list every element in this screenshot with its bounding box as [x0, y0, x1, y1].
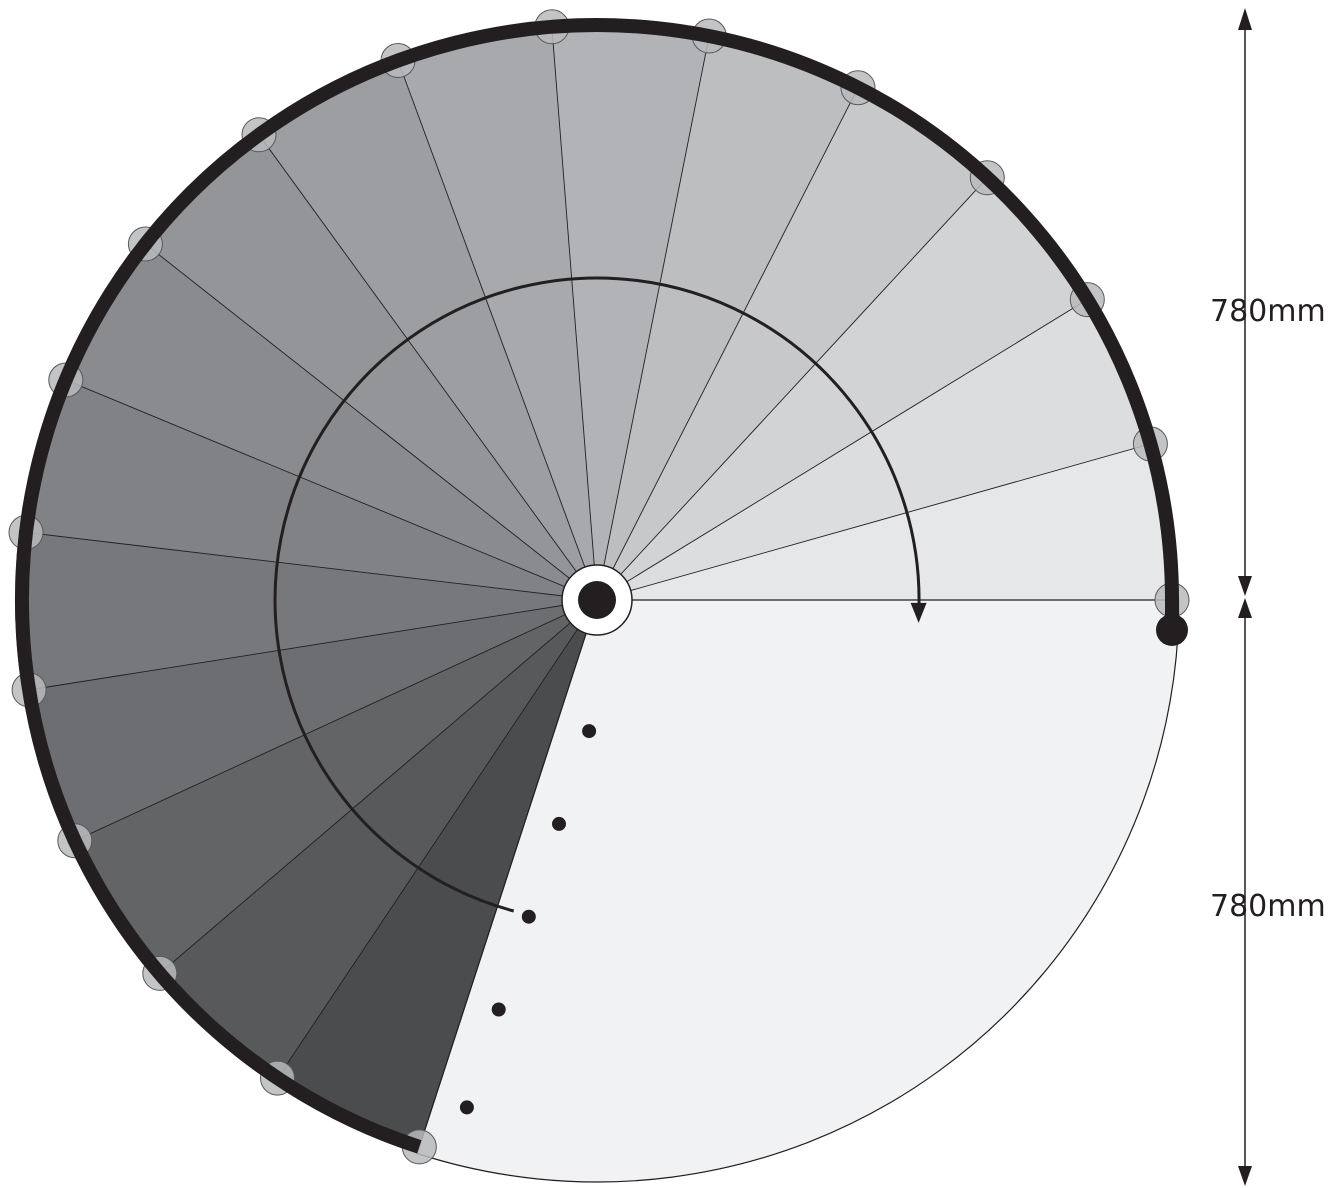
- tread-edge: [596, 172, 993, 601]
- tread: [68, 600, 597, 978]
- tread: [597, 442, 1179, 600]
- landing-post-dot: [552, 816, 566, 831]
- tread-edge: [68, 599, 598, 845]
- tread-edge: [139, 239, 598, 601]
- tread-edges: [18, 19, 1179, 1154]
- landing-platform: [416, 599, 1180, 1183]
- tread-edge: [254, 128, 598, 601]
- arrowhead-up-icon: [1238, 8, 1252, 30]
- tread: [551, 18, 711, 600]
- tread: [19, 377, 597, 600]
- tread: [395, 19, 597, 601]
- tread: [14, 531, 598, 691]
- tread-edge: [395, 53, 598, 601]
- tread-edge: [18, 531, 598, 601]
- landing-post-dot: [582, 724, 597, 739]
- dimension-upper: 780mm: [1210, 8, 1326, 596]
- tread-edge: [416, 599, 598, 1154]
- dimension-label-upper: 780mm: [1210, 294, 1326, 329]
- center-column: [578, 581, 616, 619]
- tread: [154, 600, 597, 1084]
- arrowhead-down-icon: [1238, 576, 1252, 596]
- tread-edge: [550, 19, 598, 601]
- direction-arrowhead: [910, 602, 927, 623]
- baluster-posts: [8, 9, 1190, 1165]
- tread: [597, 172, 1094, 600]
- landing-rail-posts: [459, 724, 597, 1115]
- tread: [59, 239, 598, 600]
- tread-edge: [154, 599, 598, 979]
- tread-edge: [596, 441, 1158, 601]
- dimension-lower: 780mm: [1210, 598, 1326, 1186]
- tread: [597, 81, 993, 600]
- dimension-label-lower: 780mm: [1210, 889, 1326, 924]
- handrail: [15, 18, 1179, 1154]
- tread-edge: [22, 599, 598, 692]
- landing-post-dot: [459, 1100, 474, 1115]
- handrail-end-cap: [1156, 614, 1188, 646]
- arrowhead-down-icon: [1238, 1166, 1252, 1186]
- tread-edge: [59, 376, 598, 601]
- tread-edge: [273, 599, 598, 1085]
- tread: [597, 295, 1158, 600]
- arrowhead-up-icon: [1238, 598, 1252, 618]
- walking-line-arc: [273, 276, 921, 913]
- tread-edge: [596, 295, 1094, 601]
- landing-post-dot: [521, 909, 536, 924]
- tread: [597, 29, 862, 600]
- landing-post-dot: [491, 1002, 506, 1017]
- tread-edge: [596, 29, 711, 601]
- tread-edge: [596, 81, 862, 601]
- tread: [139, 129, 597, 600]
- tread: [22, 600, 597, 844]
